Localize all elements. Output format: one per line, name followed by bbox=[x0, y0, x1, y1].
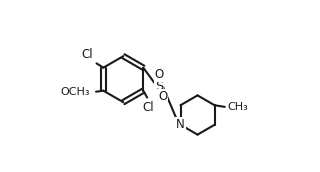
Text: O: O bbox=[81, 86, 90, 99]
Text: S: S bbox=[155, 79, 163, 93]
Text: CH₃: CH₃ bbox=[227, 102, 248, 112]
Text: OCH₃: OCH₃ bbox=[61, 87, 90, 97]
Text: Cl: Cl bbox=[142, 101, 154, 114]
Text: O: O bbox=[158, 90, 167, 103]
Text: N: N bbox=[176, 118, 185, 131]
Text: Cl: Cl bbox=[82, 48, 93, 61]
Text: O: O bbox=[154, 68, 164, 81]
